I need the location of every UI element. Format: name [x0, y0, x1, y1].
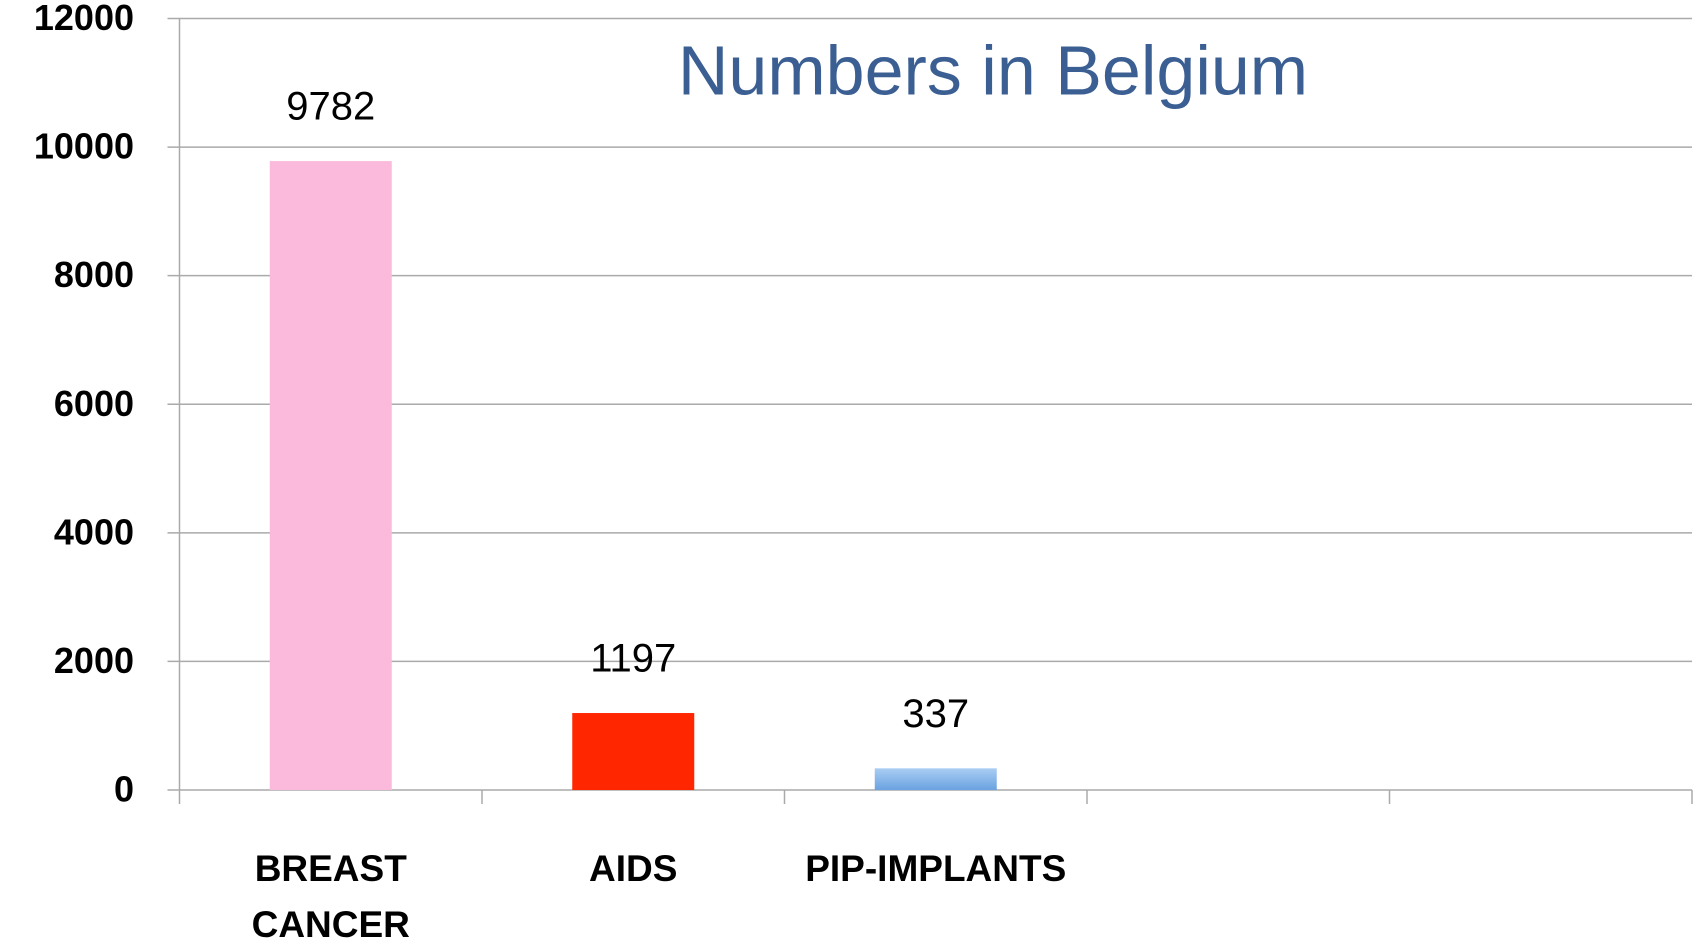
y-tick-label: 12000 — [34, 0, 134, 38]
value-label: 1197 — [590, 637, 676, 681]
y-tick-label: 4000 — [54, 511, 134, 552]
chart-title: Numbers in Belgium — [678, 31, 1308, 109]
bar — [874, 768, 997, 790]
x-tick-label: BREAST CANCER — [251, 848, 410, 945]
y-tick-label: 6000 — [54, 383, 134, 424]
y-tick-label: 8000 — [54, 254, 134, 295]
bar — [269, 161, 392, 790]
bar — [572, 713, 695, 790]
value-label: 337 — [902, 692, 969, 736]
value-label: 9782 — [286, 85, 375, 129]
y-tick-label: 10000 — [34, 126, 134, 167]
y-tick-label: 2000 — [54, 640, 134, 681]
x-tick-label: AIDS — [589, 848, 678, 889]
y-tick-label: 0 — [114, 769, 134, 810]
x-tick-label: PIP-IMPLANTS — [805, 848, 1067, 889]
